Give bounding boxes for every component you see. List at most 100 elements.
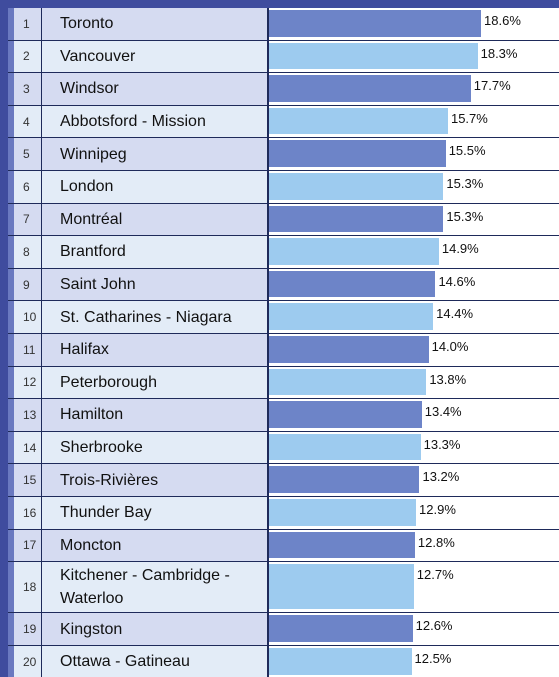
bar — [269, 648, 412, 675]
bar-cell: 12.7% — [269, 562, 559, 612]
rank-cell: 9 — [8, 268, 42, 301]
bar — [269, 401, 422, 428]
value-label: 15.5% — [448, 143, 486, 159]
rank-cell: 7 — [8, 203, 42, 236]
value-label: 13.3% — [423, 436, 461, 452]
city-name: Vancouver — [42, 40, 269, 73]
table-row: 6 London 15.3% — [8, 170, 559, 204]
city-name: Trois-Rivières — [42, 464, 269, 496]
rank-cell: 18 — [8, 562, 42, 613]
rank-cell: 4 — [8, 105, 42, 138]
bar-cell: 13.3% — [269, 432, 559, 464]
bar-cell: 15.7% — [269, 106, 559, 138]
bar-cell: 12.6% — [269, 613, 559, 645]
value-label: 15.3% — [446, 208, 484, 224]
value-label: 14.9% — [441, 241, 479, 257]
value-label: 13.2% — [422, 469, 460, 485]
bar-cell: 15.3% — [269, 171, 559, 203]
bar-cell: 12.9% — [269, 497, 559, 529]
bar-cell: 18.3% — [269, 41, 559, 73]
value-label: 12.5% — [414, 651, 452, 667]
bar — [269, 335, 429, 363]
bar-cell: 14.0% — [269, 334, 559, 366]
bar-cell: 13.4% — [269, 399, 559, 431]
value-label: 12.6% — [415, 618, 453, 634]
rank-cell: 11 — [8, 333, 42, 366]
table-row: 7 Montréal 15.3% — [8, 203, 559, 237]
rank-cell: 12 — [8, 366, 42, 399]
table-row: 19 Kingston 12.6% — [8, 613, 559, 647]
city-name: Brantford — [42, 236, 269, 268]
table-row: 10 St. Catharines - Niagara 14.4% — [8, 301, 559, 334]
table-row: 5 Winnipeg 15.5% — [8, 138, 559, 171]
rank-cell: 6 — [8, 170, 42, 203]
bar-cell: 12.5% — [269, 646, 559, 677]
city-name: Hamilton — [42, 399, 269, 431]
bar — [269, 205, 444, 233]
value-label: 14.4% — [436, 306, 474, 322]
value-label: 12.9% — [419, 501, 456, 517]
bar-cell: 14.6% — [269, 269, 559, 301]
bar-cell: 15.3% — [269, 204, 559, 236]
bar-cell: 13.8% — [269, 367, 559, 399]
city-name: Toronto — [42, 8, 269, 40]
rank-cell: 2 — [8, 40, 42, 73]
city-name: Sherbrooke — [42, 431, 269, 464]
city-name: Peterborough — [42, 366, 269, 399]
value-label: 12.8% — [417, 534, 455, 550]
city-name: Kingston — [42, 613, 269, 646]
rank-cell: 17 — [8, 529, 42, 562]
bar — [269, 172, 444, 200]
bar — [269, 564, 414, 610]
value-label: 14.0% — [431, 338, 469, 354]
value-label: 17.7% — [473, 78, 511, 94]
city-name: Winnipeg — [42, 138, 269, 170]
bar — [269, 498, 417, 526]
rank-cell: 1 — [8, 8, 42, 40]
bar — [269, 10, 482, 37]
table-row: 18 Kitchener - Cambridge - Waterloo 12.7% — [8, 562, 559, 614]
bar — [269, 270, 436, 298]
table-row: 16 Thunder Bay 12.9% — [8, 496, 559, 530]
bar — [269, 75, 471, 102]
rank-cell: 19 — [8, 613, 42, 646]
rank-cell: 10 — [8, 301, 42, 333]
bar — [269, 107, 448, 135]
table-row: 1 Toronto 18.6% — [8, 8, 559, 41]
rank-cell: 16 — [8, 496, 42, 529]
table-row: 11 Halifax 14.0% — [8, 333, 559, 367]
value-label: 13.4% — [424, 404, 462, 420]
bar — [269, 140, 446, 167]
city-name: Halifax — [42, 333, 269, 366]
bar-cell: 12.8% — [269, 530, 559, 562]
table-row: 14 Sherbrooke 13.3% — [8, 431, 559, 465]
bar-cell: 13.2% — [269, 464, 559, 496]
table-row: 9 Saint John 14.6% — [8, 268, 559, 302]
city-name: Thunder Bay — [42, 496, 269, 529]
city-name: St. Catharines - Niagara — [42, 301, 269, 333]
city-name: Saint John — [42, 268, 269, 301]
value-label: 12.7% — [416, 567, 454, 583]
rank-cell: 14 — [8, 431, 42, 464]
rank-cell: 8 — [8, 236, 42, 268]
value-label: 18.3% — [480, 45, 518, 61]
value-label: 15.7% — [450, 110, 488, 126]
value-label: 18.6% — [484, 13, 521, 28]
bar — [269, 466, 420, 493]
table-row: 4 Abbotsford - Mission 15.7% — [8, 105, 559, 139]
bar — [269, 433, 421, 461]
city-name: Windsor — [42, 73, 269, 105]
value-label: 13.8% — [429, 371, 467, 387]
bar-cell: 14.4% — [269, 301, 559, 333]
rank-cell: 20 — [8, 646, 42, 677]
table-row: 8 Brantford 14.9% — [8, 236, 559, 269]
bar-cell: 15.5% — [269, 138, 559, 170]
rank-cell: 5 — [8, 138, 42, 170]
table-row: 2 Vancouver 18.3% — [8, 40, 559, 74]
bar — [269, 303, 434, 330]
bar — [269, 615, 413, 643]
bar-cell: 18.6% — [269, 8, 559, 40]
table-row: 15 Trois-Rivières 13.2% — [8, 464, 559, 497]
city-name: Ottawa - Gatineau — [42, 646, 269, 677]
